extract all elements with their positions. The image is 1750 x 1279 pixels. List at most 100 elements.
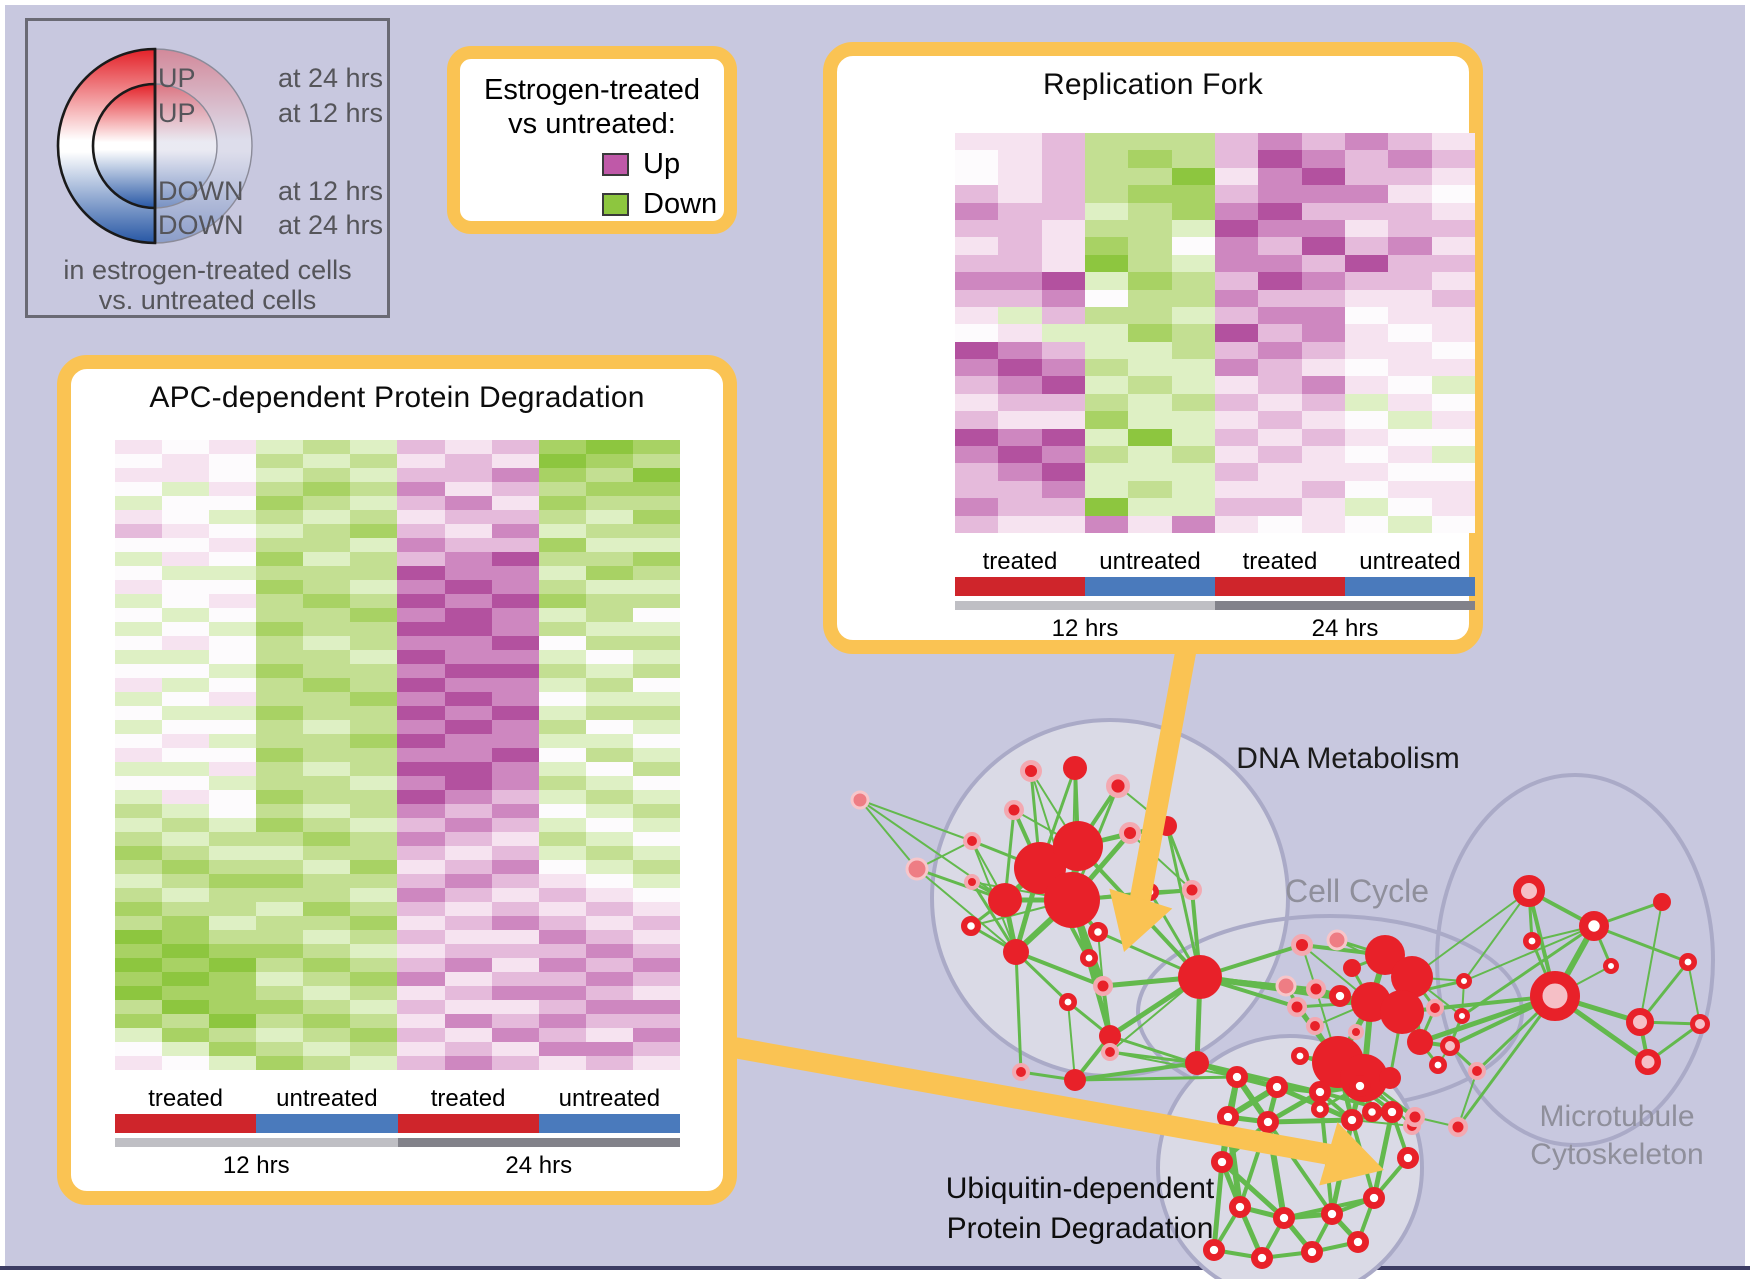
heatmap-cell: [444, 1028, 492, 1042]
heatmap-cell: [538, 566, 586, 580]
heatmap-cell: [1388, 515, 1432, 533]
heatmap-cell: [209, 1042, 257, 1056]
heatmap-cell: [1171, 254, 1215, 273]
heatmap-cell: [350, 622, 398, 636]
heatmap-cell: [209, 804, 257, 818]
network-node: [964, 874, 980, 890]
network-node: [1349, 1075, 1372, 1098]
heatmap-cell: [115, 888, 163, 902]
heatmap-cell: [350, 832, 398, 846]
heatmap-cell: [115, 958, 163, 972]
heatmap-cell: [350, 510, 398, 524]
heatmap-cell: [955, 446, 999, 464]
heatmap-cell: [1431, 341, 1475, 360]
heatmap-cell: [585, 1014, 633, 1028]
network-edge: [1109, 1051, 1238, 1078]
heatmap-cell: [303, 832, 351, 846]
heatmap-cell: [585, 958, 633, 972]
heatmap-cell: [538, 874, 586, 888]
heatmap-cell: [350, 524, 398, 538]
heatmap-cell: [397, 622, 445, 636]
heatmap-cell: [350, 678, 398, 692]
network-node: [960, 915, 981, 936]
heatmap-cell: [491, 510, 539, 524]
heatmap-cell: [632, 468, 680, 482]
heatmap-cell: [303, 762, 351, 776]
heatmap-cell: [1388, 254, 1432, 273]
heatmap-cell: [115, 972, 163, 986]
down-color-swatch: [602, 193, 629, 216]
heatmap-cell: [491, 552, 539, 566]
heatmap-cell: [162, 1056, 210, 1070]
heatmap-cell: [162, 860, 210, 874]
heatmap-cell: [256, 552, 304, 566]
heatmap-cell: [1388, 498, 1432, 516]
heatmap-cell: [350, 902, 398, 916]
heatmap-cell: [1171, 324, 1215, 342]
heatmap-cell: [397, 930, 445, 944]
heatmap-cell: [1344, 202, 1389, 220]
heatmap-cell: [585, 734, 633, 748]
heatmap-cell: [538, 468, 586, 482]
heatmap-cell: [397, 846, 445, 860]
heatmap-cell: [1431, 167, 1475, 186]
heatmap-cell: [1344, 306, 1389, 325]
heatmap-cell: [444, 440, 492, 454]
heatmap-cell: [350, 608, 398, 622]
heatmap-cell: [1388, 341, 1432, 360]
condition-label: treated: [1242, 548, 1318, 575]
heatmap-cell: [1258, 272, 1302, 290]
heatmap-cell: [350, 860, 398, 874]
heatmap-cell: [209, 622, 257, 636]
heatmap-cell: [350, 1000, 398, 1014]
network-node: [1203, 1239, 1226, 1262]
heatmap-cell: [303, 440, 351, 454]
heatmap-cell: [256, 524, 304, 538]
heatmap-cell: [397, 874, 445, 888]
heatmap-cell: [1258, 306, 1302, 325]
heatmap-cell: [444, 1042, 492, 1056]
network-edge: [1411, 890, 1530, 978]
heatmap-cell: [998, 167, 1042, 186]
heatmap-cell: [397, 972, 445, 986]
heatmap-cell: [1128, 359, 1172, 377]
network-node: [1019, 759, 1042, 782]
heatmap-cell: [1388, 219, 1432, 238]
heatmap-cell: [1171, 306, 1215, 325]
heatmap-cell: [162, 720, 210, 734]
network-node: [1513, 875, 1545, 907]
heatmap-cell: [632, 706, 680, 720]
network-node: [1266, 1076, 1289, 1099]
heatmap-cell: [397, 552, 445, 566]
heatmap-cell: [538, 748, 586, 762]
network-node: [1044, 872, 1100, 928]
heatmap-cell: [350, 1028, 398, 1042]
heatmap-cell: [632, 1014, 680, 1028]
heatmap-cell: [585, 566, 633, 580]
heatmap-cell: [538, 916, 586, 930]
time-bar-segment: [397, 1138, 680, 1147]
heatmap-cell: [1301, 306, 1345, 325]
heatmap-cell: [1344, 254, 1389, 273]
heatmap-cell: [632, 790, 680, 804]
heatmap-cell: [256, 566, 304, 580]
heatmap-cell: [1344, 498, 1389, 516]
heatmap-cell: [256, 454, 304, 468]
heatmap-cell: [538, 972, 586, 986]
heatmap-cell: [256, 510, 304, 524]
time-bar-segment: [115, 1138, 398, 1147]
heatmap-cell: [115, 1042, 163, 1056]
heatmap-cell: [162, 510, 210, 524]
heatmap-cell: [397, 496, 445, 510]
network-node: [1429, 1056, 1448, 1075]
network-node: [1363, 1187, 1386, 1210]
heatmap-cell: [1084, 289, 1129, 307]
heatmap-cell: [444, 468, 492, 482]
legend-down-24-time: at 24 hrs: [278, 210, 384, 240]
heatmap-cell: [350, 734, 398, 748]
network-node: [1306, 979, 1326, 999]
heatmap-cell: [585, 636, 633, 650]
heatmap-cell: [350, 650, 398, 664]
heatmap-cell: [955, 515, 999, 533]
network-edge: [1015, 950, 1104, 988]
